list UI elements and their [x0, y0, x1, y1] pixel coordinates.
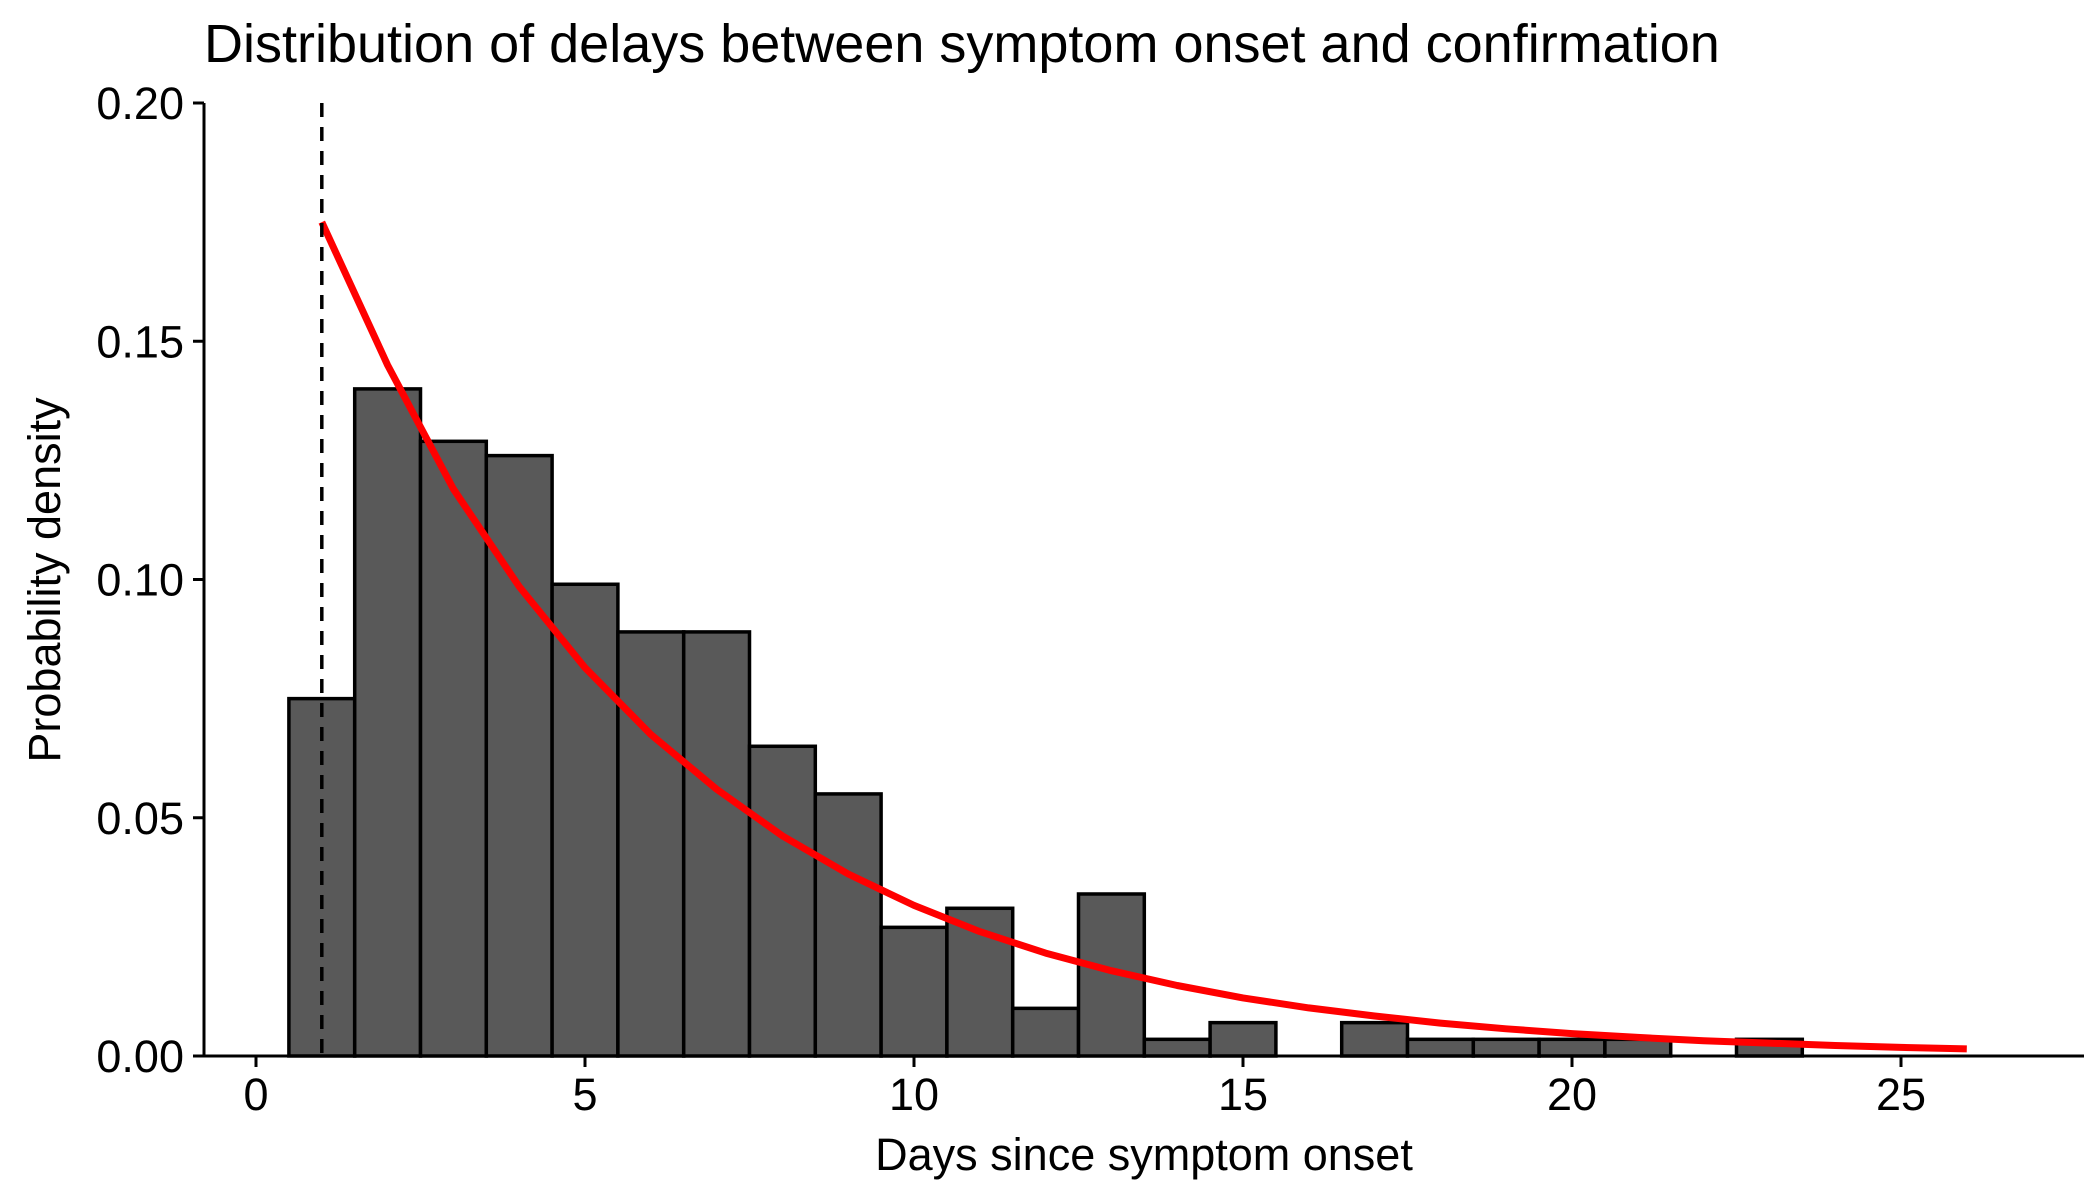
histogram-bar [616, 630, 686, 1058]
histogram-bar [1010, 1006, 1081, 1058]
y-tick-label: 0.05 [96, 793, 184, 844]
chart-title: Distribution of delays between symptom o… [204, 14, 1720, 74]
fitted-density-curve [318, 220, 1967, 1053]
histogram-bar [1537, 1037, 1607, 1058]
y-tick-label: 0.10 [96, 555, 184, 606]
histogram-bar [813, 792, 883, 1058]
fitted-curve-layer [318, 220, 1967, 1053]
y-tick-label: 0.20 [96, 78, 184, 129]
histogram-bars [287, 387, 1805, 1058]
x-tick-label: 5 [572, 1069, 597, 1120]
histogram-bar [484, 453, 554, 1058]
y-tick-label: 0.00 [96, 1031, 184, 1082]
histogram-bar [681, 630, 752, 1058]
x-tick-label: 20 [1547, 1069, 1597, 1120]
y-tick-label: 0.15 [96, 316, 184, 367]
histogram-bar [1405, 1037, 1476, 1058]
histogram-bar [550, 582, 620, 1058]
y-axis-label: Probability density [19, 397, 70, 763]
histogram-bar [879, 925, 949, 1058]
histogram-bar [747, 744, 818, 1058]
x-axis-label: Days since symptom onset [875, 1129, 1413, 1180]
histogram-bar [1471, 1037, 1541, 1058]
histogram-bar [418, 439, 489, 1058]
x-tick-label: 25 [1876, 1069, 1926, 1120]
histogram-bar [1208, 1020, 1278, 1058]
axes: 0 5 10 15 20 25 0.00 0.05 0.10 0.15 0.20 [96, 78, 2084, 1120]
x-tick-label: 10 [889, 1069, 939, 1120]
histogram-bar [1142, 1037, 1212, 1058]
histogram-bar [352, 387, 423, 1058]
histogram-bar [1339, 1020, 1410, 1058]
x-tick-label: 15 [1218, 1069, 1268, 1120]
x-tick-label: 0 [243, 1069, 268, 1120]
